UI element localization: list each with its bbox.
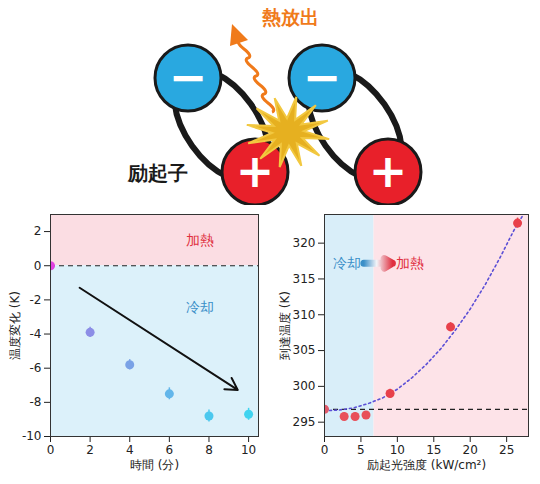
svg-text:2: 2 — [86, 443, 94, 457]
svg-text:295: 295 — [293, 415, 316, 429]
svg-text:25: 25 — [499, 443, 514, 457]
svg-text:15: 15 — [426, 443, 441, 457]
svg-text:10: 10 — [241, 443, 256, 457]
svg-text:+: + — [369, 144, 408, 198]
svg-text:5: 5 — [357, 443, 365, 457]
svg-text:熱放出: 熱放出 — [261, 6, 319, 28]
svg-text:到達温度 (K): 到達温度 (K) — [278, 291, 292, 360]
svg-text:−: − — [303, 50, 342, 104]
svg-text:8: 8 — [205, 443, 213, 457]
svg-text:-4: -4 — [30, 327, 42, 341]
svg-text:10: 10 — [390, 443, 405, 457]
svg-text:0: 0 — [34, 259, 42, 273]
svg-text:冷却: 冷却 — [186, 299, 214, 315]
svg-text:温度変化 (K): 温度変化 (K) — [8, 291, 22, 360]
svg-text:加熱: 加熱 — [186, 232, 214, 248]
svg-text:300: 300 — [293, 379, 316, 393]
svg-text:-6: -6 — [30, 361, 42, 375]
svg-text:4: 4 — [126, 443, 134, 457]
svg-text:305: 305 — [293, 343, 316, 357]
svg-text:−: − — [169, 50, 208, 104]
svg-text:加熱: 加熱 — [396, 255, 424, 271]
svg-text:320: 320 — [293, 236, 316, 250]
svg-text:310: 310 — [293, 308, 316, 322]
svg-text:315: 315 — [293, 272, 316, 286]
svg-text:時間 (分): 時間 (分) — [130, 458, 179, 472]
svg-text:冷却: 冷却 — [333, 255, 361, 271]
svg-text:6: 6 — [166, 443, 174, 457]
svg-text:0: 0 — [321, 443, 329, 457]
svg-text:2: 2 — [34, 224, 42, 238]
svg-text:-8: -8 — [30, 395, 42, 409]
svg-text:20: 20 — [463, 443, 478, 457]
svg-text:-2: -2 — [30, 293, 42, 307]
svg-text:0: 0 — [47, 443, 55, 457]
svg-text:-10: -10 — [22, 429, 42, 443]
svg-text:励起子: 励起子 — [127, 161, 188, 185]
svg-text:励起光強度 (kW/cm²): 励起光強度 (kW/cm²) — [367, 458, 486, 472]
